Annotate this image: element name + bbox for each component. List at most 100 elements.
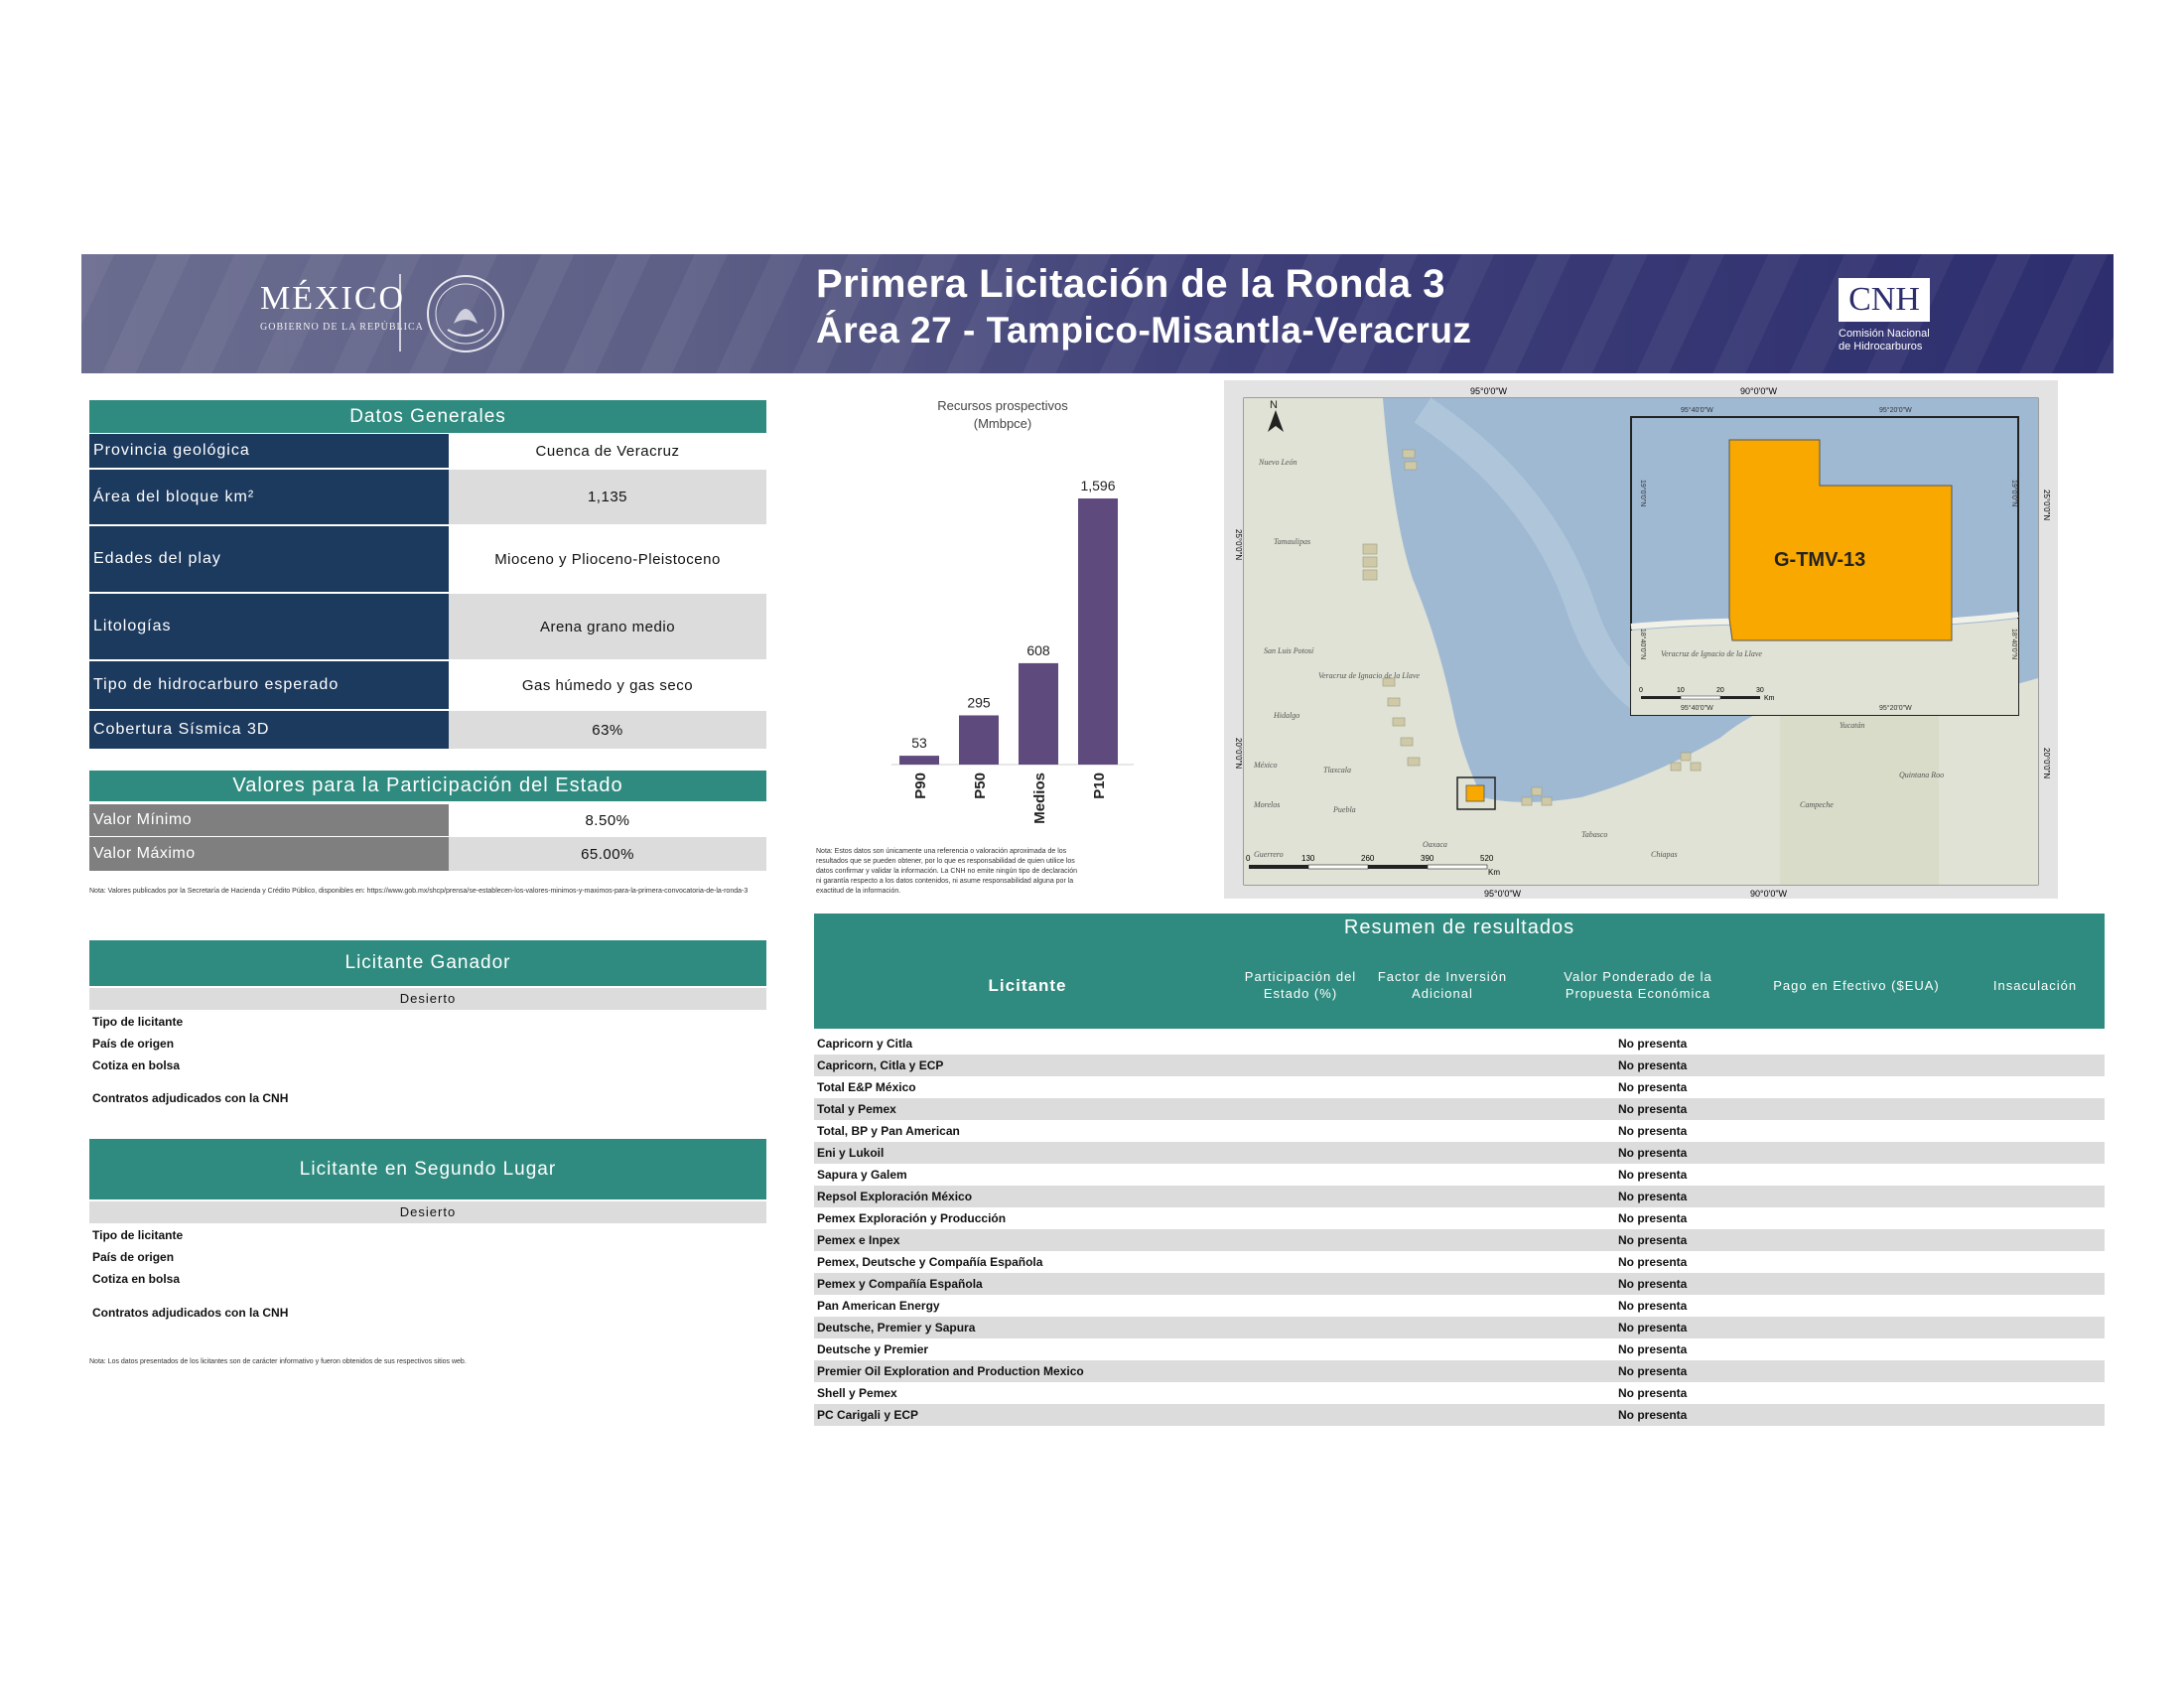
map-lon-top-1: 90°0'0"W xyxy=(1740,386,1778,396)
place-veracruz: Veracruz de Ignacio de la Llave xyxy=(1318,671,1420,680)
svg-text:20: 20 xyxy=(1716,687,1724,694)
map-location-box xyxy=(1456,776,1496,810)
col-participacion: Participación del Estado (%) xyxy=(1244,969,1357,1001)
licitante-name: Capricorn, Citla y ECP xyxy=(817,1058,944,1072)
licitante-result: No presenta xyxy=(1618,1190,1688,1203)
bar-value-label: 53 xyxy=(911,735,927,751)
table-row: PC Carigali y ECP No presenta xyxy=(814,1404,2105,1426)
col-insaculacion: Insaculación xyxy=(1992,977,2078,993)
location-map: N 95°0'0"W 90°0'0"W 95°0'0"W 90°0'0"W 25… xyxy=(1224,380,2058,899)
map-lon-bottom-0: 95°0'0"W xyxy=(1484,889,1522,899)
svg-text:Km: Km xyxy=(1764,695,1775,702)
svg-text:0: 0 xyxy=(1246,854,1251,863)
licitante-ganador-status: Desierto xyxy=(89,988,766,1010)
map-place-labels: Nuevo León Tamaulipas San Luis Potosí Hi… xyxy=(1253,458,1944,859)
place-nuevo-leon: Nuevo León xyxy=(1258,458,1297,467)
bar-p90 xyxy=(899,756,939,765)
datos-generales-title: Datos Generales xyxy=(89,400,766,433)
place-tamaulipas: Tamaulipas xyxy=(1274,537,1310,546)
licitante-name: Deutsche y Premier xyxy=(817,1342,929,1356)
dg-row-hidrocarburo: Tipo de hidrocarburo esperado Gas húmedo… xyxy=(89,661,766,711)
licitante-name: Premier Oil Exploration and Production M… xyxy=(817,1364,1084,1378)
svg-text:18°40'0"N: 18°40'0"N xyxy=(1639,629,1647,659)
table-row: Repsol Exploración México No presenta xyxy=(814,1186,2105,1207)
table-row: Pan American Energy No presenta xyxy=(814,1295,2105,1317)
bar-medios xyxy=(1019,662,1058,765)
ls-pais-origen: País de origen xyxy=(92,1250,175,1264)
map-lat-right-0: 25°0'0"N xyxy=(2042,490,2051,520)
bar-value-label: 1,596 xyxy=(1080,478,1115,493)
place-morelos: Morelos xyxy=(1253,800,1280,809)
place-mexico: México xyxy=(1253,761,1278,770)
svg-text:Km: Km xyxy=(1488,868,1500,877)
page-subtitle: Área 27 - Tampico-Misantla-Veracruz xyxy=(816,310,1472,351)
map-scale-bar xyxy=(1249,864,1488,870)
licitante-result: No presenta xyxy=(1618,1364,1688,1378)
recursos-prospectivos-chart: 53 P90 295 P50 608 Medios 1,596 P10 xyxy=(891,478,1134,824)
licitante-name: Pemex y Compañía Española xyxy=(817,1277,983,1291)
licitante-result: No presenta xyxy=(1618,1168,1688,1182)
north-label: N xyxy=(1270,399,1278,411)
valores-estado-title: Valores para la Participación del Estado xyxy=(89,771,766,801)
valores-estado-note: Nota: Valores publicados por la Secretar… xyxy=(89,888,749,895)
svg-text:520: 520 xyxy=(1480,854,1494,863)
licitante-segundo-status: Desierto xyxy=(89,1201,766,1223)
svg-text:10: 10 xyxy=(1677,687,1685,694)
licitantes-note: Nota: Los datos presentados de los licit… xyxy=(89,1358,467,1365)
logo-divider xyxy=(399,274,401,352)
bar-p50 xyxy=(959,715,999,765)
svg-text:18°40'0"N: 18°40'0"N xyxy=(2010,629,2018,659)
licitante-name: Sapura y Galem xyxy=(817,1168,907,1182)
lg-contratos: Contratos adjudicados con la CNH xyxy=(92,1091,289,1105)
svg-text:30: 30 xyxy=(1756,687,1764,694)
block-polygon-g-tmv-13 xyxy=(1728,439,1953,641)
place-yucatan: Yucatán xyxy=(1840,721,1865,730)
licitante-name: Capricorn y Citla xyxy=(817,1037,913,1051)
block-label: G-TMV-13 xyxy=(1774,549,1865,571)
licitante-result: No presenta xyxy=(1618,1037,1688,1051)
table-row: Total, BP y Pan American No presenta xyxy=(814,1120,2105,1142)
map-lon-bottom-1: 90°0'0"W xyxy=(1750,889,1788,899)
licitante-name: Pemex Exploración y Producción xyxy=(817,1211,1007,1225)
bar-p10 xyxy=(1078,498,1118,765)
licitante-result: No presenta xyxy=(1618,1386,1688,1400)
lg-cotiza-bolsa: Cotiza en bolsa xyxy=(92,1058,181,1072)
place-puebla: Puebla xyxy=(1332,805,1356,814)
licitante-result: No presenta xyxy=(1618,1211,1688,1225)
dg-row-litologias: Litologías Arena grano medio xyxy=(89,594,766,661)
offshore-blocks xyxy=(1362,449,1702,806)
place-quintana-roo: Quintana Roo xyxy=(1899,771,1944,779)
licitante-name: Shell y Pemex xyxy=(817,1386,897,1400)
category-label: P50 xyxy=(972,773,989,799)
chart-note: Nota: Estos datos son únicamente una ref… xyxy=(816,848,1078,895)
licitante-name: Eni y Lukoil xyxy=(817,1146,885,1160)
vp-row-minimo: Valor Mínimo 8.50% xyxy=(89,804,766,838)
licitante-name: Total E&P México xyxy=(817,1080,916,1094)
table-row: Pemex, Deutsche y Compañía Española No pr… xyxy=(814,1251,2105,1273)
table-row: Capricorn, Citla y ECP No presenta xyxy=(814,1055,2105,1076)
dg-row-sismica: Cobertura Sísmica 3D 63% xyxy=(89,711,766,751)
category-label: P10 xyxy=(1091,773,1108,799)
resumen-title: Resumen de resultados xyxy=(814,914,2105,941)
ls-contratos: Contratos adjudicados con la CNH xyxy=(92,1306,289,1320)
table-row: Total y Pemex No presenta xyxy=(814,1098,2105,1120)
licitante-result: No presenta xyxy=(1618,1233,1688,1247)
lg-pais-origen: País de origen xyxy=(92,1037,175,1051)
licitante-name: Total y Pemex xyxy=(817,1102,896,1116)
table-row: Pemex y Compañía Española No presenta xyxy=(814,1273,2105,1295)
bar-value-label: 608 xyxy=(1026,642,1050,658)
licitante-name: Pemex, Deutsche y Compañía Española xyxy=(817,1255,1043,1269)
svg-text:130: 130 xyxy=(1301,854,1315,863)
map-scale-labels: 0 130 260 390 520 Km xyxy=(1246,854,1500,877)
place-slp: San Luis Potosí xyxy=(1264,646,1314,655)
place-guerrero: Guerrero xyxy=(1254,850,1284,859)
resumen-column-headers: Licitante Participación del Estado (%) F… xyxy=(814,941,2105,1029)
licitante-result: No presenta xyxy=(1618,1146,1688,1160)
table-row: Pemex Exploración y Producción No present… xyxy=(814,1207,2105,1229)
ls-tipo-licitante: Tipo de licitante xyxy=(92,1228,184,1242)
place-hidalgo: Hidalgo xyxy=(1273,711,1299,720)
map-inset: G-TMV-13 Veracruz de Ignacio de la Llave… xyxy=(1630,406,2019,716)
category-label: Medios xyxy=(1031,773,1048,824)
table-row: Pemex e Inpex No presenta xyxy=(814,1229,2105,1251)
ls-cotiza-bolsa: Cotiza en bolsa xyxy=(92,1272,181,1286)
